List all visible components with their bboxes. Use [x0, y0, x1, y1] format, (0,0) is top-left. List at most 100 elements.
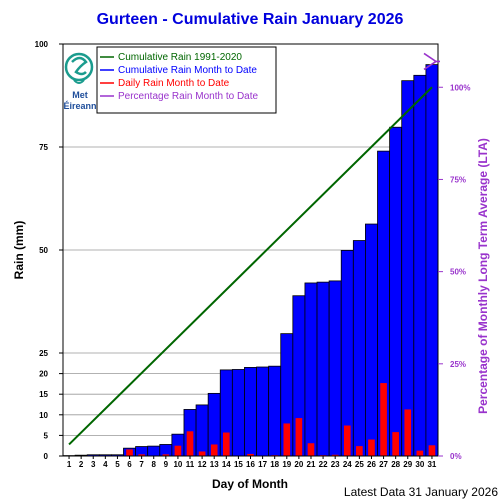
y-tick-label: 15	[39, 390, 48, 399]
x-tick-label: 13	[210, 460, 219, 469]
legend-label: Cumulative Rain Month to Date	[118, 65, 257, 76]
x-tick-label: 15	[234, 460, 243, 469]
x-tick-label: 9	[164, 460, 169, 469]
legend: Cumulative Rain 1991-2020 Cumulative Rain…	[96, 46, 277, 114]
cumulative-bar	[231, 369, 245, 457]
y-tick-label: 100	[35, 40, 49, 49]
cumulative-bar	[340, 250, 354, 457]
y2-axis-ticks: 0%25%50%75%100%125%	[438, 0, 470, 461]
daily-bar	[186, 431, 194, 456]
chart-title: Gurteen - Cumulative Rain January 2026	[97, 11, 404, 28]
daily-bar	[307, 443, 315, 456]
x-tick-label: 21	[307, 460, 316, 469]
cumulative-bar	[268, 365, 282, 457]
y-tick-label: 25	[39, 349, 48, 358]
y2-axis-label: Percentage of Monthly Long Term Average …	[476, 138, 490, 414]
cumulative-bar	[365, 223, 378, 457]
x-tick-label: 20	[294, 460, 303, 469]
y-tick-label: 20	[39, 370, 48, 379]
x-tick-label: 29	[403, 460, 412, 469]
y-axis-ticks: 0 5 10 15 20 25 50 75 100	[35, 40, 63, 461]
daily-bar	[295, 418, 303, 456]
logo-swirl-icon	[64, 52, 94, 84]
cumulative-bars	[62, 64, 439, 457]
daily-bar	[416, 450, 424, 456]
cumulative-bar	[328, 280, 342, 457]
x-tick-label: 27	[379, 460, 388, 469]
lta-line-group	[68, 86, 433, 446]
daily-bar	[138, 454, 145, 456]
x-tick-label: 14	[222, 460, 231, 469]
cumulative-bar	[413, 74, 427, 457]
x-tick-label: 17	[258, 460, 267, 469]
daily-bar	[126, 449, 133, 456]
daily-bar	[222, 432, 230, 456]
x-tick-label: 22	[319, 460, 328, 469]
daily-bar	[343, 425, 351, 456]
cumulative-bar	[401, 80, 415, 457]
cumulative-bar	[352, 240, 366, 457]
x-tick-label: 6	[127, 460, 132, 469]
x-tick-label: 2	[79, 460, 84, 469]
cumulative-bar	[256, 366, 270, 457]
cumulative-bar	[304, 282, 318, 457]
x-tick-label: 1	[67, 460, 72, 469]
x-tick-label: 19	[282, 460, 291, 469]
x-tick-label: 3	[91, 460, 96, 469]
legend-box	[96, 46, 277, 114]
y-tick-label: 50	[39, 246, 48, 255]
x-tick-label: 25	[355, 460, 364, 469]
x-tick-label: 30	[415, 460, 424, 469]
daily-bar	[368, 439, 375, 456]
cumulative-bar	[316, 281, 330, 457]
met-eireann-logo: Met Éireann	[63, 52, 97, 111]
x-tick-label: 4	[103, 460, 108, 469]
daily-bar	[210, 444, 218, 456]
daily-bar	[174, 445, 182, 456]
cumulative-bar	[244, 367, 257, 457]
daily-bar	[404, 409, 412, 456]
lta-line	[68, 86, 433, 446]
y2-tick-label: 0%	[450, 452, 462, 461]
x-axis-label: Day of Month	[212, 477, 288, 491]
cumulative-bar	[425, 64, 439, 457]
cumulative-bar	[195, 404, 209, 457]
x-axis-ticks: 1 2 3 4 5 6 7 8 9 10 11 12 13 14 15 16 17 18 19 20 21 22 23 24 2…	[67, 456, 437, 469]
daily-bar	[356, 446, 363, 456]
y-tick-label: 75	[39, 143, 48, 152]
percentage-marker	[423, 52, 440, 71]
y2-tick-label: 75%	[450, 175, 466, 184]
x-tick-label: 11	[186, 460, 195, 469]
x-tick-label: 26	[367, 460, 376, 469]
daily-bar	[331, 454, 339, 456]
daily-bar	[392, 432, 399, 456]
y-tick-label: 0	[44, 452, 49, 461]
daily-bars	[65, 383, 436, 456]
legend-items: Cumulative Rain 1991-2020 Cumulative Rain…	[100, 52, 259, 102]
x-tick-label: 18	[270, 460, 279, 469]
y-axis-label: Rain (mm)	[12, 221, 26, 280]
x-tick-label: 28	[391, 460, 400, 469]
y2-tick-label: 100%	[450, 83, 470, 92]
y-tick-label: 10	[39, 411, 48, 420]
x-tick-label: 12	[198, 460, 207, 469]
y2-tick-label: 25%	[450, 360, 466, 369]
y2-tick-label: 50%	[450, 268, 466, 277]
legend-label: Cumulative Rain 1991-2020	[118, 52, 242, 63]
x-tick-label: 5	[115, 460, 120, 469]
x-tick-label: 23	[331, 460, 340, 469]
x-tick-label: 8	[151, 460, 156, 469]
cumulative-bar	[147, 445, 161, 457]
legend-label: Daily Rain Month to Date	[118, 78, 230, 89]
x-tick-label: 31	[427, 460, 436, 469]
y-tick-label: 5	[44, 431, 49, 440]
daily-bar	[428, 445, 436, 456]
logo-line-1: Met	[72, 90, 88, 100]
x-tick-label: 24	[343, 460, 352, 469]
daily-bar	[283, 423, 291, 456]
x-tick-label: 7	[139, 460, 144, 469]
cumulative-bar	[159, 444, 173, 457]
logo-line-2: Éireann	[63, 101, 96, 111]
daily-bar	[380, 383, 387, 456]
